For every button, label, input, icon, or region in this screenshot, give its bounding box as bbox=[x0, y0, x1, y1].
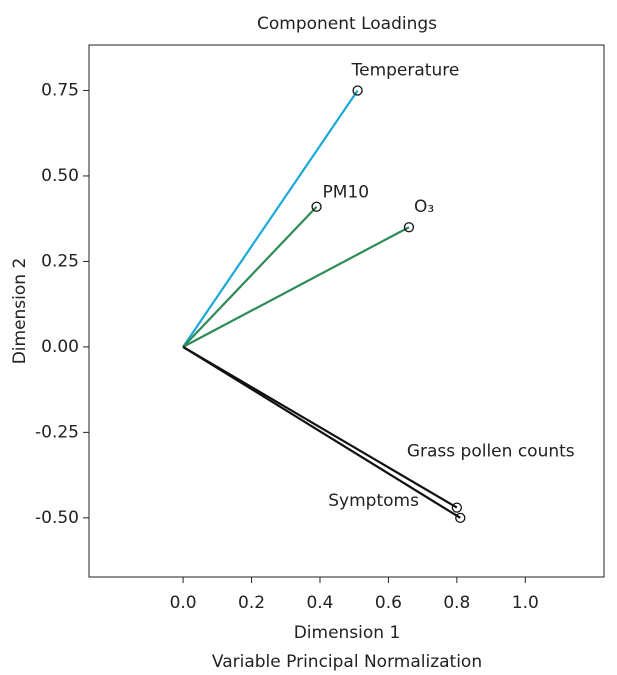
y-axis-label: Dimension 2 bbox=[10, 258, 30, 365]
chart-title: Component Loadings bbox=[257, 14, 437, 34]
loading-vector bbox=[182, 89, 359, 348]
y-tick-label: 0.25 bbox=[41, 251, 79, 271]
x-tick-label: 0.6 bbox=[375, 593, 402, 613]
x-axis-label: Dimension 1 bbox=[294, 623, 401, 643]
x-tick-label: 0.4 bbox=[306, 593, 333, 613]
loading-point bbox=[455, 512, 466, 524]
y-tick-label: 0.75 bbox=[41, 80, 79, 100]
subtitle: Variable Principal Normalization bbox=[212, 652, 482, 672]
x-tick-label: 0.8 bbox=[443, 593, 470, 613]
point-label: O₃ bbox=[414, 197, 434, 217]
loading-vector bbox=[182, 345, 458, 509]
loading-point bbox=[352, 85, 363, 96]
plot-frame bbox=[88, 44, 605, 578]
x-tick-label: 1.0 bbox=[512, 593, 539, 613]
loading-vector bbox=[182, 205, 318, 348]
point-label: Temperature bbox=[351, 60, 460, 80]
loading-point bbox=[311, 201, 322, 212]
x-tick-label: 0.0 bbox=[170, 593, 197, 613]
loading-point bbox=[403, 222, 415, 233]
y-tick-label: 0.50 bbox=[41, 166, 79, 186]
loading-vector bbox=[182, 345, 461, 519]
y-tick-label: -0.50 bbox=[35, 508, 79, 528]
point-label: PM10 bbox=[323, 183, 370, 203]
point-label: Grass pollen counts bbox=[407, 442, 575, 462]
y-tick-label: -0.25 bbox=[35, 422, 79, 442]
point-label: Symptoms bbox=[328, 491, 419, 511]
loading-vector bbox=[182, 226, 410, 348]
x-tick-label: 0.2 bbox=[238, 593, 265, 613]
y-tick-label: 0.00 bbox=[41, 337, 79, 357]
loading-point bbox=[451, 502, 463, 513]
